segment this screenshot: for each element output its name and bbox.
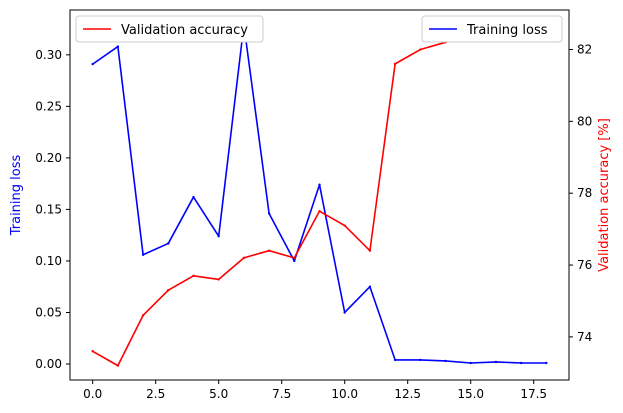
data-point-validation-accuracy xyxy=(393,62,397,66)
data-point-validation-accuracy xyxy=(293,256,296,260)
data-point-training-loss xyxy=(91,62,94,66)
data-point-training-loss xyxy=(368,285,372,288)
data-point-validation-accuracy xyxy=(141,314,145,317)
data-point-training-loss xyxy=(519,361,523,365)
x-tick-label: 7.5 xyxy=(272,387,291,401)
data-point-training-loss xyxy=(419,358,422,362)
data-point-training-loss xyxy=(116,45,120,48)
left-tick-label: 0.20 xyxy=(35,151,62,165)
data-point-training-loss xyxy=(141,253,145,256)
right-tick-label: 82 xyxy=(577,43,592,57)
data-point-validation-accuracy xyxy=(167,288,170,292)
data-point-validation-accuracy xyxy=(217,278,220,281)
right-axis-ticks: 74 76 78 80 82 xyxy=(569,43,592,344)
data-point-validation-accuracy xyxy=(368,249,372,252)
data-point-training-loss xyxy=(217,235,220,238)
data-point-validation-accuracy xyxy=(343,224,346,227)
data-point-training-loss xyxy=(469,361,472,365)
data-point-validation-accuracy xyxy=(116,364,120,367)
right-tick-label: 74 xyxy=(577,330,592,344)
x-axis-ticks: 0.0 2.5 5.0 7.5 10.0 12.5 15.0 17.5 xyxy=(83,380,547,401)
data-point-training-loss xyxy=(444,359,447,363)
data-point-training-loss xyxy=(545,361,548,365)
data-point-training-loss xyxy=(318,183,321,186)
data-point-training-loss xyxy=(192,195,195,199)
left-tick-label: 0.15 xyxy=(35,202,62,216)
right-tick-label: 80 xyxy=(577,114,592,128)
legend-right: Training loss xyxy=(421,15,563,43)
x-tick-label: 10.0 xyxy=(331,387,358,401)
plot-area xyxy=(69,9,570,381)
data-point-training-loss xyxy=(494,360,498,364)
data-point-training-loss xyxy=(393,358,397,362)
left-tick-label: 0.30 xyxy=(35,48,62,62)
data-point-training-loss xyxy=(167,242,170,245)
data-point-validation-accuracy xyxy=(192,274,195,278)
x-tick-label: 15.0 xyxy=(457,387,484,401)
left-tick-label: 0.10 xyxy=(35,254,62,268)
right-tick-label: 76 xyxy=(577,258,592,272)
data-point-validation-accuracy xyxy=(419,48,422,51)
left-axis-ticks: 0.00 0.05 0.10 0.15 0.20 0.25 0.30 xyxy=(35,48,70,371)
x-tick-label: 12.5 xyxy=(394,387,421,401)
data-point-validation-accuracy xyxy=(242,256,246,260)
left-tick-label: 0.00 xyxy=(35,357,62,371)
data-point-validation-accuracy xyxy=(91,350,94,353)
legend-left: Validation accuracy xyxy=(75,15,264,43)
x-tick-label: 0.0 xyxy=(83,387,102,401)
left-tick-label: 0.25 xyxy=(35,99,62,113)
right-axis-label: Validation accuracy [%] xyxy=(597,118,612,272)
right-tick-label: 78 xyxy=(577,186,592,200)
data-point-validation-accuracy xyxy=(267,249,271,252)
data-point-training-loss xyxy=(267,212,271,215)
x-tick-label: 2.5 xyxy=(146,387,165,401)
x-tick-label: 17.5 xyxy=(520,387,547,401)
legend-right-label: Training loss xyxy=(466,23,548,38)
left-tick-label: 0.05 xyxy=(35,305,62,319)
data-point-training-loss xyxy=(343,311,346,314)
legend-left-label: Validation accuracy xyxy=(121,23,248,38)
left-axis-label: Training loss xyxy=(9,155,24,237)
data-point-training-loss xyxy=(293,259,296,263)
data-point-validation-accuracy xyxy=(318,209,321,213)
x-tick-label: 5.0 xyxy=(209,387,228,401)
